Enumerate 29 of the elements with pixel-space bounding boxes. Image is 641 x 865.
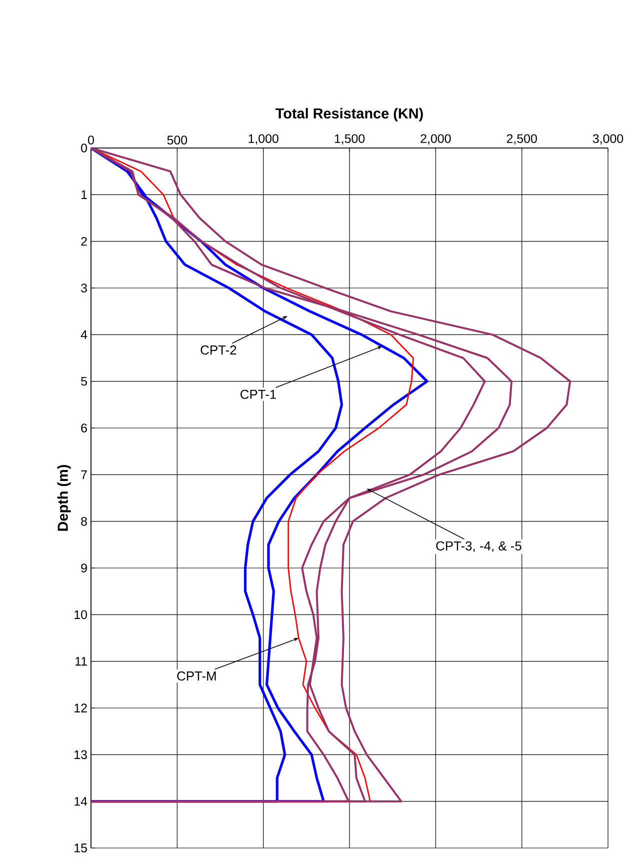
y-tick-label: 4 bbox=[80, 330, 88, 339]
y-tick-label: 3 bbox=[81, 284, 87, 292]
x-tick-label: 2,000 bbox=[420, 134, 451, 144]
y-tick-label: 5 bbox=[81, 376, 87, 386]
y-tick-label: 15 bbox=[74, 844, 87, 852]
annotation: CPT-M bbox=[177, 671, 216, 681]
y-tick-label: 0 bbox=[81, 144, 87, 152]
y-tick-label: 8 bbox=[81, 516, 87, 526]
y-tick-label: 9 bbox=[81, 564, 87, 572]
x-axis-title: Total Resistance (KN) bbox=[276, 108, 423, 122]
y-tick-label: 14 bbox=[74, 797, 88, 806]
annotation: CPT-1 bbox=[240, 390, 276, 399]
x-tick-label: 1,500 bbox=[334, 134, 365, 144]
y-tick-label: 11 bbox=[76, 657, 87, 666]
x-tick-label: 2,500 bbox=[506, 134, 537, 144]
x-tick-label: 500 bbox=[167, 136, 188, 144]
y-tick-label: 10 bbox=[74, 610, 87, 620]
y-tick-label: 6 bbox=[81, 424, 87, 432]
x-tick-label: 3,000 bbox=[592, 134, 624, 144]
y-tick-label: 12 bbox=[74, 704, 87, 712]
y-tick-label: 2 bbox=[81, 236, 87, 246]
y-tick-label: 1 bbox=[82, 190, 87, 199]
x-tick-label: 0 bbox=[88, 136, 94, 144]
y-axis-title: Depth (m) bbox=[57, 465, 71, 531]
y-tick-label: 13 bbox=[74, 750, 87, 760]
annotation: CPT-2 bbox=[200, 345, 236, 355]
y-tick-label: 7 bbox=[81, 470, 87, 479]
x-tick-label: 1,000 bbox=[248, 134, 278, 144]
annotation: CPT-3, -4, & -5 bbox=[436, 541, 522, 552]
